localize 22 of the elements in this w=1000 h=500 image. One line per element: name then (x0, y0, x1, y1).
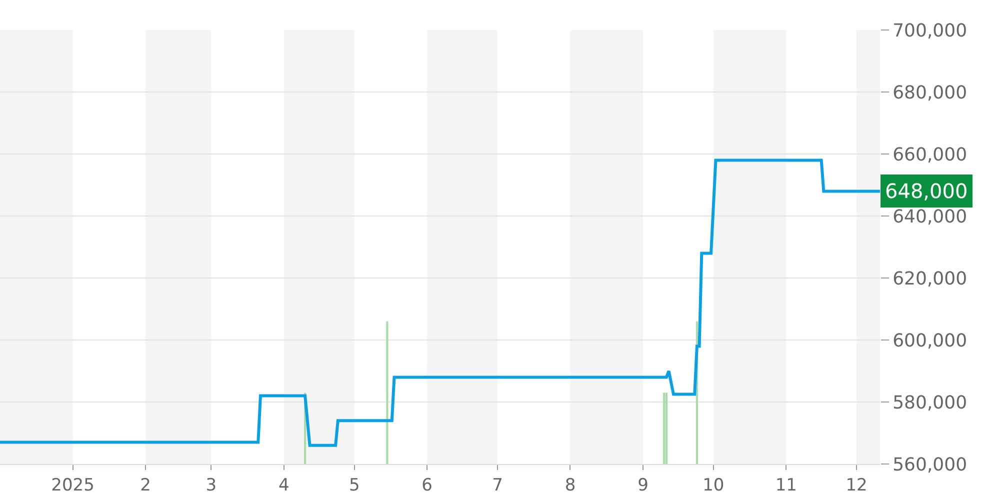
y-tick-label: 640,000 (892, 206, 968, 228)
y-tick-label: 620,000 (892, 268, 968, 290)
annotation: 648,000 (885, 179, 968, 203)
y-tick-label: 660,000 (892, 144, 968, 166)
x-tick-label: 2025 (51, 475, 94, 496)
x-tick-label: 9 (638, 475, 648, 496)
y-tick-label: 600,000 (892, 330, 968, 352)
y-tick-label: 680,000 (892, 82, 968, 104)
x-tick-label: 3 (206, 475, 217, 496)
x-tick-label: 7 (492, 475, 503, 496)
x-tick-label: 10 (702, 475, 724, 496)
x-tick-label: 6 (422, 475, 433, 496)
line-series (0, 158, 880, 447)
y-tick-label: 560,000 (892, 454, 968, 476)
x-tick-label: 2 (140, 475, 151, 496)
x-tick-label: 12 (846, 475, 868, 496)
x-tick-label: 5 (348, 475, 360, 496)
x-tick-label: 4 (278, 475, 290, 496)
x-tick-label: 11 (775, 475, 797, 496)
y-tick-label: 700,000 (892, 20, 968, 42)
x-tick-label: 8 (564, 475, 576, 496)
y-tick-label: 580,000 (892, 392, 968, 414)
